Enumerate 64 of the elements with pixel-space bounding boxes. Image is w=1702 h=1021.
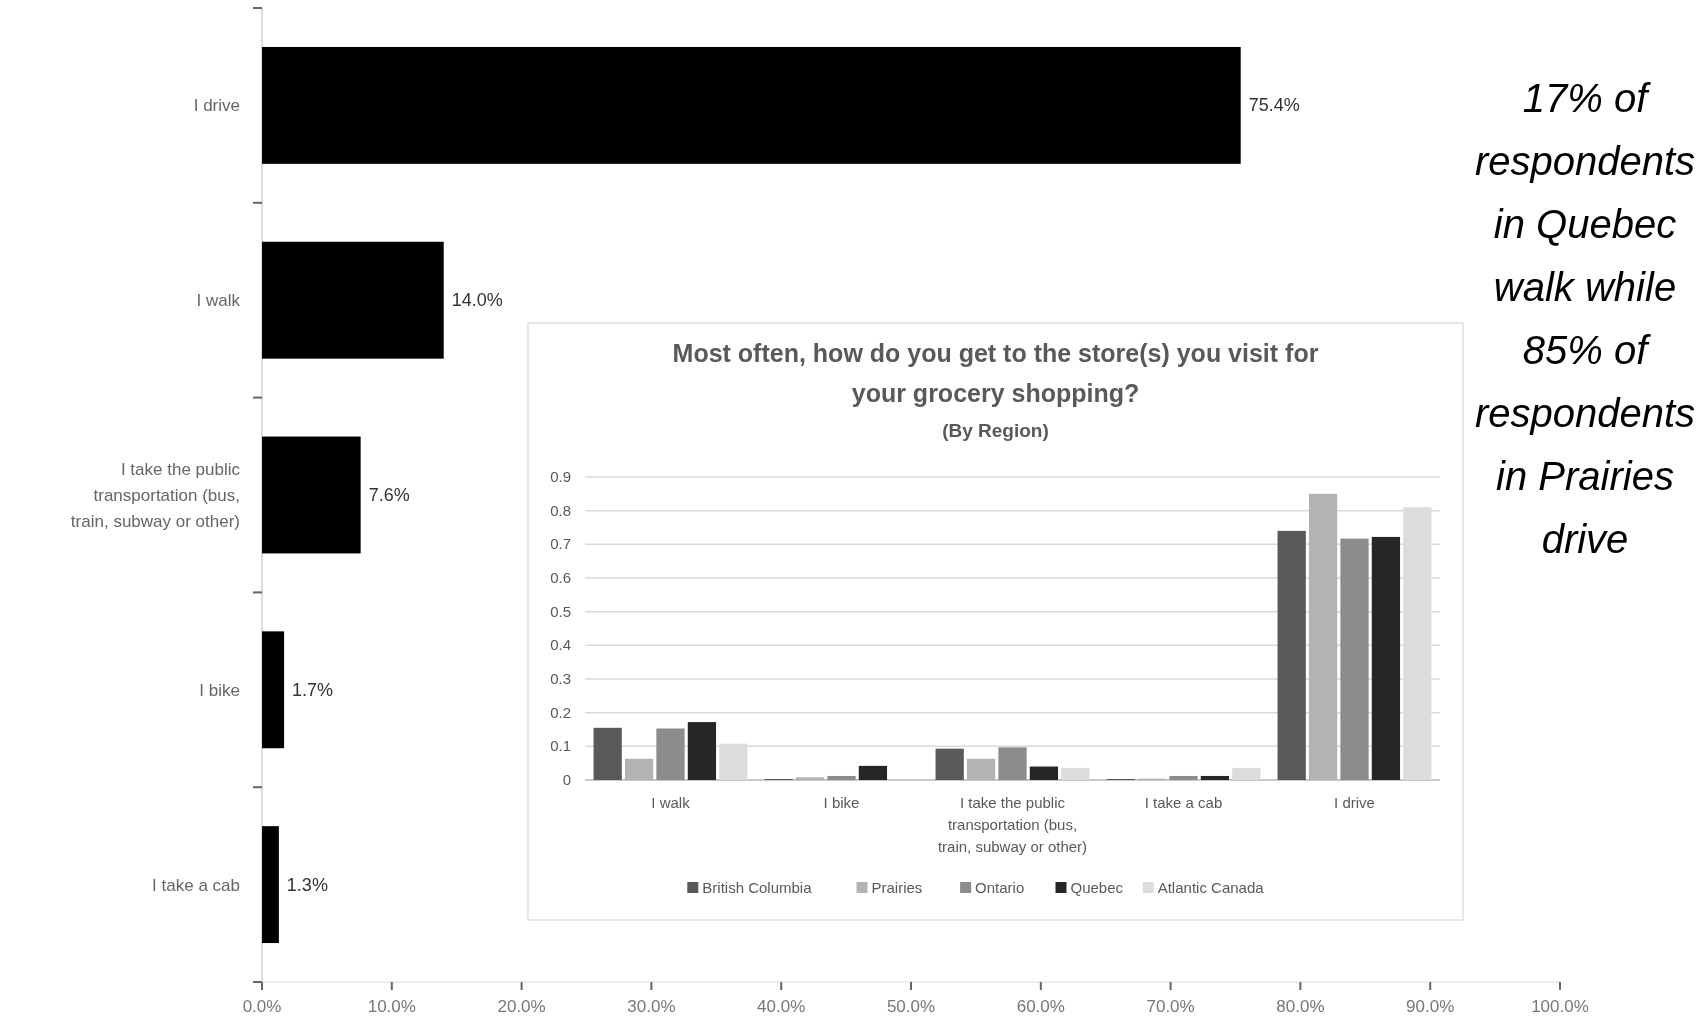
y-tick-label: I walk [196, 291, 241, 311]
data-label: 14.0% [451, 290, 503, 311]
bar [262, 46, 1241, 164]
x-tick-label: 0.0% [242, 997, 282, 1016]
x-tick-label: 80.0% [1276, 997, 1325, 1016]
x-tick-label: I take a cab [1144, 794, 1223, 811]
y-tick-label: I take the public transportation (bus, train, subway or other) [70, 460, 241, 531]
bar [1277, 530, 1306, 780]
x-tick-label: 60.0% [1016, 997, 1065, 1016]
y-tick-label: 0.6 [550, 569, 571, 586]
bar [1371, 536, 1401, 780]
x-tick-label: 30.0% [627, 997, 676, 1016]
legend-label: Prairies [871, 879, 923, 896]
bar [593, 727, 622, 780]
x-tick-label: 40.0% [757, 997, 806, 1016]
bar [858, 765, 888, 780]
x-tick-label: I take the public transportation (bus, train, subway or other) [937, 794, 1088, 855]
x-tick-label: I bike [823, 794, 860, 811]
y-tick-label: 0.5 [550, 602, 571, 620]
y-tick-label: 0.4 [550, 636, 571, 654]
data-label: 1.3% [286, 874, 328, 895]
legend-label: Atlantic Canada [1157, 879, 1265, 896]
legend-label: Quebec [1070, 879, 1124, 896]
bar [1169, 775, 1198, 780]
y-tick-label: 0.8 [550, 501, 571, 519]
x-tick-label: 90.0% [1406, 997, 1455, 1016]
bar [656, 728, 685, 780]
bar [262, 241, 444, 359]
bar [687, 722, 717, 780]
x-tick-label: 10.0% [367, 997, 416, 1016]
bar [1200, 775, 1230, 780]
y-tick-label: 0.3 [550, 670, 571, 687]
bar [827, 775, 856, 780]
bar [935, 748, 964, 780]
bar [262, 826, 279, 944]
bar [1340, 538, 1369, 780]
y-tick-label: 0 [562, 771, 571, 788]
y-tick-label: 0.9 [550, 468, 571, 485]
y-tick-label: I drive [193, 96, 240, 116]
x-tick-label: 20.0% [497, 997, 546, 1016]
legend-label: British Columbia [702, 879, 813, 896]
y-tick-label: 0.7 [550, 535, 571, 553]
bar [1061, 767, 1090, 780]
bar [262, 631, 285, 749]
data-label: 75.4% [1248, 95, 1300, 116]
x-tick-label: I walk [651, 794, 691, 811]
annotation: 17% of respondents in Quebec walk while 85% of respondents in Prairies drive [1474, 76, 1696, 561]
y-tick-label: 0.2 [550, 703, 571, 721]
bar [998, 747, 1027, 780]
data-label: 1.7% [292, 679, 334, 700]
bar [1232, 767, 1261, 780]
y-tick-label: I take a cab [152, 875, 240, 895]
x-tick-label: I drive [1334, 794, 1375, 811]
x-tick-label: 50.0% [886, 997, 936, 1016]
x-tick-label: 100.0% [1531, 997, 1589, 1016]
x-tick-label: 70.0% [1146, 997, 1195, 1016]
data-label: 7.6% [368, 485, 410, 505]
y-tick-label: I bike [199, 680, 240, 700]
chart-subtitle: (By Region) [942, 420, 1049, 441]
bar [1029, 766, 1059, 780]
chart-title: Most often, how do you get to the store(s) you visit for your grocery shopping? [672, 339, 1319, 407]
y-tick-label: 0.1 [550, 737, 571, 755]
legend-label: Ontario [975, 879, 1025, 896]
bar [262, 436, 361, 554]
